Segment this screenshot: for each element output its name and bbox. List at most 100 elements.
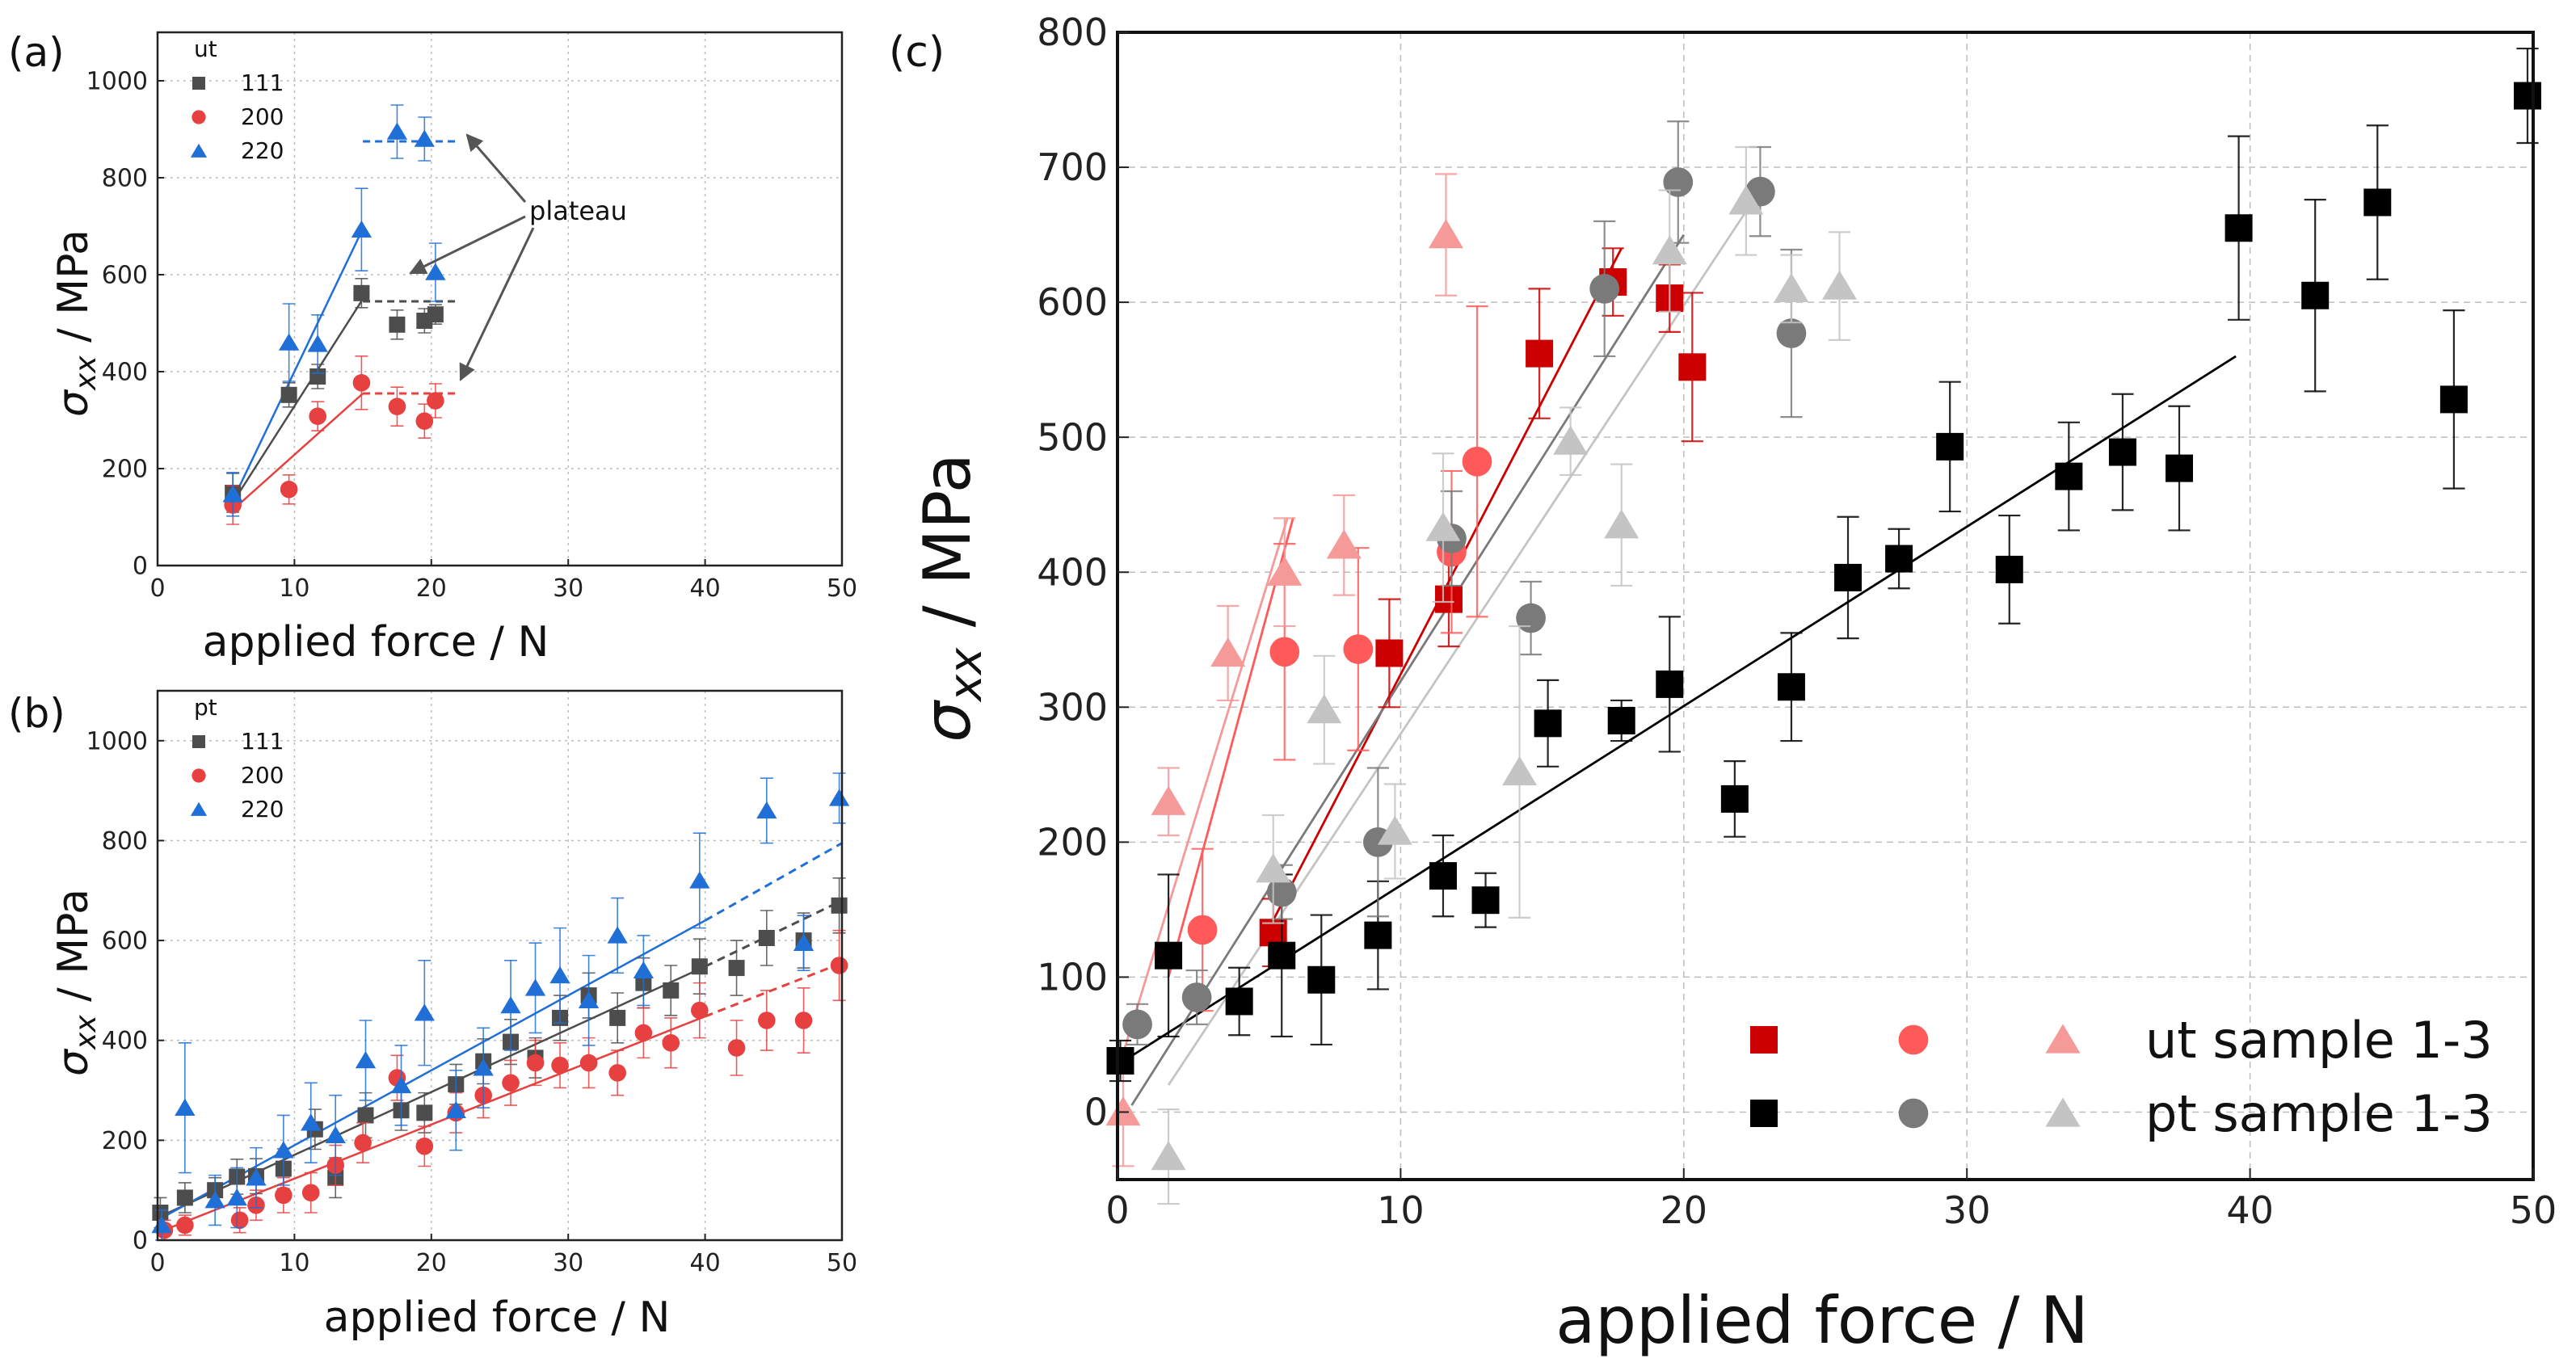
y-axis-subscript-c: xx	[940, 647, 992, 703]
legend-marker-c-0-2	[2045, 1024, 2081, 1054]
y-tick-label: 400	[102, 359, 148, 387]
y-tick-label: 1000	[86, 727, 148, 755]
data-point-pt-sample-3	[1604, 509, 1639, 539]
y-axis-unit-a: / MPa	[49, 229, 98, 355]
data-point-pt-sample-1	[1307, 965, 1336, 994]
data-point-111	[280, 386, 297, 403]
legend-marker-200	[192, 110, 206, 124]
fit-line-200	[232, 393, 364, 511]
data-point-200	[634, 1024, 653, 1042]
data-point-220	[301, 1113, 322, 1131]
panel-b: (b) applied force / N σxx / MPa 0 10 20 30 4…	[8, 689, 857, 1342]
data-point-220	[633, 961, 655, 978]
data-point-220	[246, 1168, 267, 1186]
data-point-220	[549, 965, 570, 984]
data-point-200	[388, 397, 406, 415]
fit-line-pt-sample-2	[1130, 233, 1685, 1106]
y-tick-label: 500	[1037, 415, 1108, 459]
panel-label-a: (a)	[8, 29, 65, 76]
x-tick-label: 20	[416, 1249, 447, 1277]
data-point-220	[689, 871, 710, 889]
y-tick-label: 200	[102, 1127, 148, 1155]
data-point-111	[609, 1009, 626, 1026]
data-point-pt-sample-1	[1995, 555, 2023, 583]
x-tick-label: 40	[690, 574, 721, 603]
data-point-pt-sample-2	[1776, 318, 1807, 348]
legend-marker-c-0-1	[1898, 1024, 1929, 1055]
x-tick-label: 30	[553, 1249, 583, 1277]
data-point-200	[579, 1054, 598, 1072]
fit-line-220	[232, 228, 364, 501]
data-point-pt-sample-2	[1516, 603, 1546, 633]
y-tick-label: 600	[1037, 280, 1108, 324]
x-tick-label: 50	[2510, 1188, 2557, 1232]
x-tick-label: 40	[690, 1249, 721, 1277]
data-point-pt-sample-1	[2225, 214, 2253, 242]
data-point-220	[414, 129, 435, 147]
data-point-ut-sample-2	[1462, 446, 1492, 477]
data-point-200	[230, 1211, 249, 1230]
data-point-pt-sample-1	[1534, 709, 1562, 738]
plateau-annotation: plateau	[409, 133, 627, 381]
panel-label-c: (c)	[889, 28, 945, 77]
data-point-111	[357, 1107, 374, 1124]
data-point-pt-sample-1	[1656, 670, 1684, 698]
x-axis-title-c: applied force / N	[1555, 1283, 2089, 1358]
x-tick-label: 0	[149, 1249, 165, 1277]
data-point-200	[662, 1034, 680, 1052]
data-point-220	[578, 991, 600, 1009]
y-axis-subscript-b: xx	[69, 1015, 103, 1050]
data-point-200	[415, 412, 434, 430]
legend-label-c-1: pt sample 1-3	[2145, 1084, 2493, 1143]
data-point-220	[175, 1098, 196, 1116]
y-tick-label: 800	[102, 165, 148, 193]
data-point-pt-sample-3	[1502, 755, 1538, 786]
data-point-200	[427, 392, 444, 410]
data-point-ut-sample-3	[1428, 219, 1463, 249]
data-point-200	[176, 1216, 194, 1235]
data-point-111	[831, 897, 848, 914]
data-point-200	[691, 1001, 709, 1020]
legend-title: pt	[194, 694, 217, 721]
data-point-220	[278, 333, 300, 351]
fit-line-ut-sample-3	[1116, 518, 1289, 1072]
plot-frame-c	[1116, 31, 2535, 1181]
data-point-220	[500, 995, 521, 1014]
y-tick-label: 600	[102, 927, 148, 956]
data-point-ut-sample-3	[1210, 637, 1246, 667]
y-axis-unit-b: / MPa	[49, 889, 98, 1015]
data-point-pt-sample-1	[1225, 987, 1253, 1016]
x-tick-label: 10	[279, 574, 309, 603]
y-tick-label: 1000	[86, 68, 148, 96]
plateau-label: plateau	[529, 196, 627, 226]
data-point-ut-sample-1	[1434, 585, 1463, 613]
plot-frame-b	[156, 689, 844, 1242]
y-axis-subscript-a: xx	[69, 355, 103, 391]
y-tick-label: 0	[1084, 1091, 1108, 1134]
data-point-pt-sample-1	[2439, 385, 2468, 414]
legend-label-200: 200	[241, 762, 284, 789]
data-point-220	[222, 485, 243, 503]
data-point-pt-sample-2	[1181, 982, 1212, 1012]
data-point-220	[414, 1003, 435, 1021]
legend-marker-220	[190, 143, 208, 158]
data-point-200	[794, 1012, 813, 1029]
legend-label-220: 220	[241, 137, 284, 164]
panel-c: (c) applied force / N σxx / MPa 0 10 20 30 4…	[889, 11, 2557, 1358]
data-point-pt-sample-1	[2363, 188, 2392, 217]
y-tick-label: 0	[133, 553, 148, 581]
panel-label-b: (b)	[8, 690, 65, 737]
data-point-ut-sample-2	[1269, 637, 1300, 667]
x-tick-label: 30	[553, 574, 583, 603]
data-point-pt-sample-1	[2513, 82, 2541, 110]
x-tick-label: 0	[1105, 1188, 1129, 1232]
x-tick-label: 0	[149, 574, 165, 603]
y-tick-label: 800	[102, 827, 148, 856]
y-tick-label: 300	[1037, 685, 1108, 729]
data-point-pt-sample-1	[2301, 281, 2330, 309]
data-point-pt-sample-1	[1607, 707, 1635, 734]
data-point-220	[793, 933, 814, 951]
legend-label-200: 200	[241, 103, 284, 130]
x-tick-label: 20	[1661, 1188, 1708, 1232]
